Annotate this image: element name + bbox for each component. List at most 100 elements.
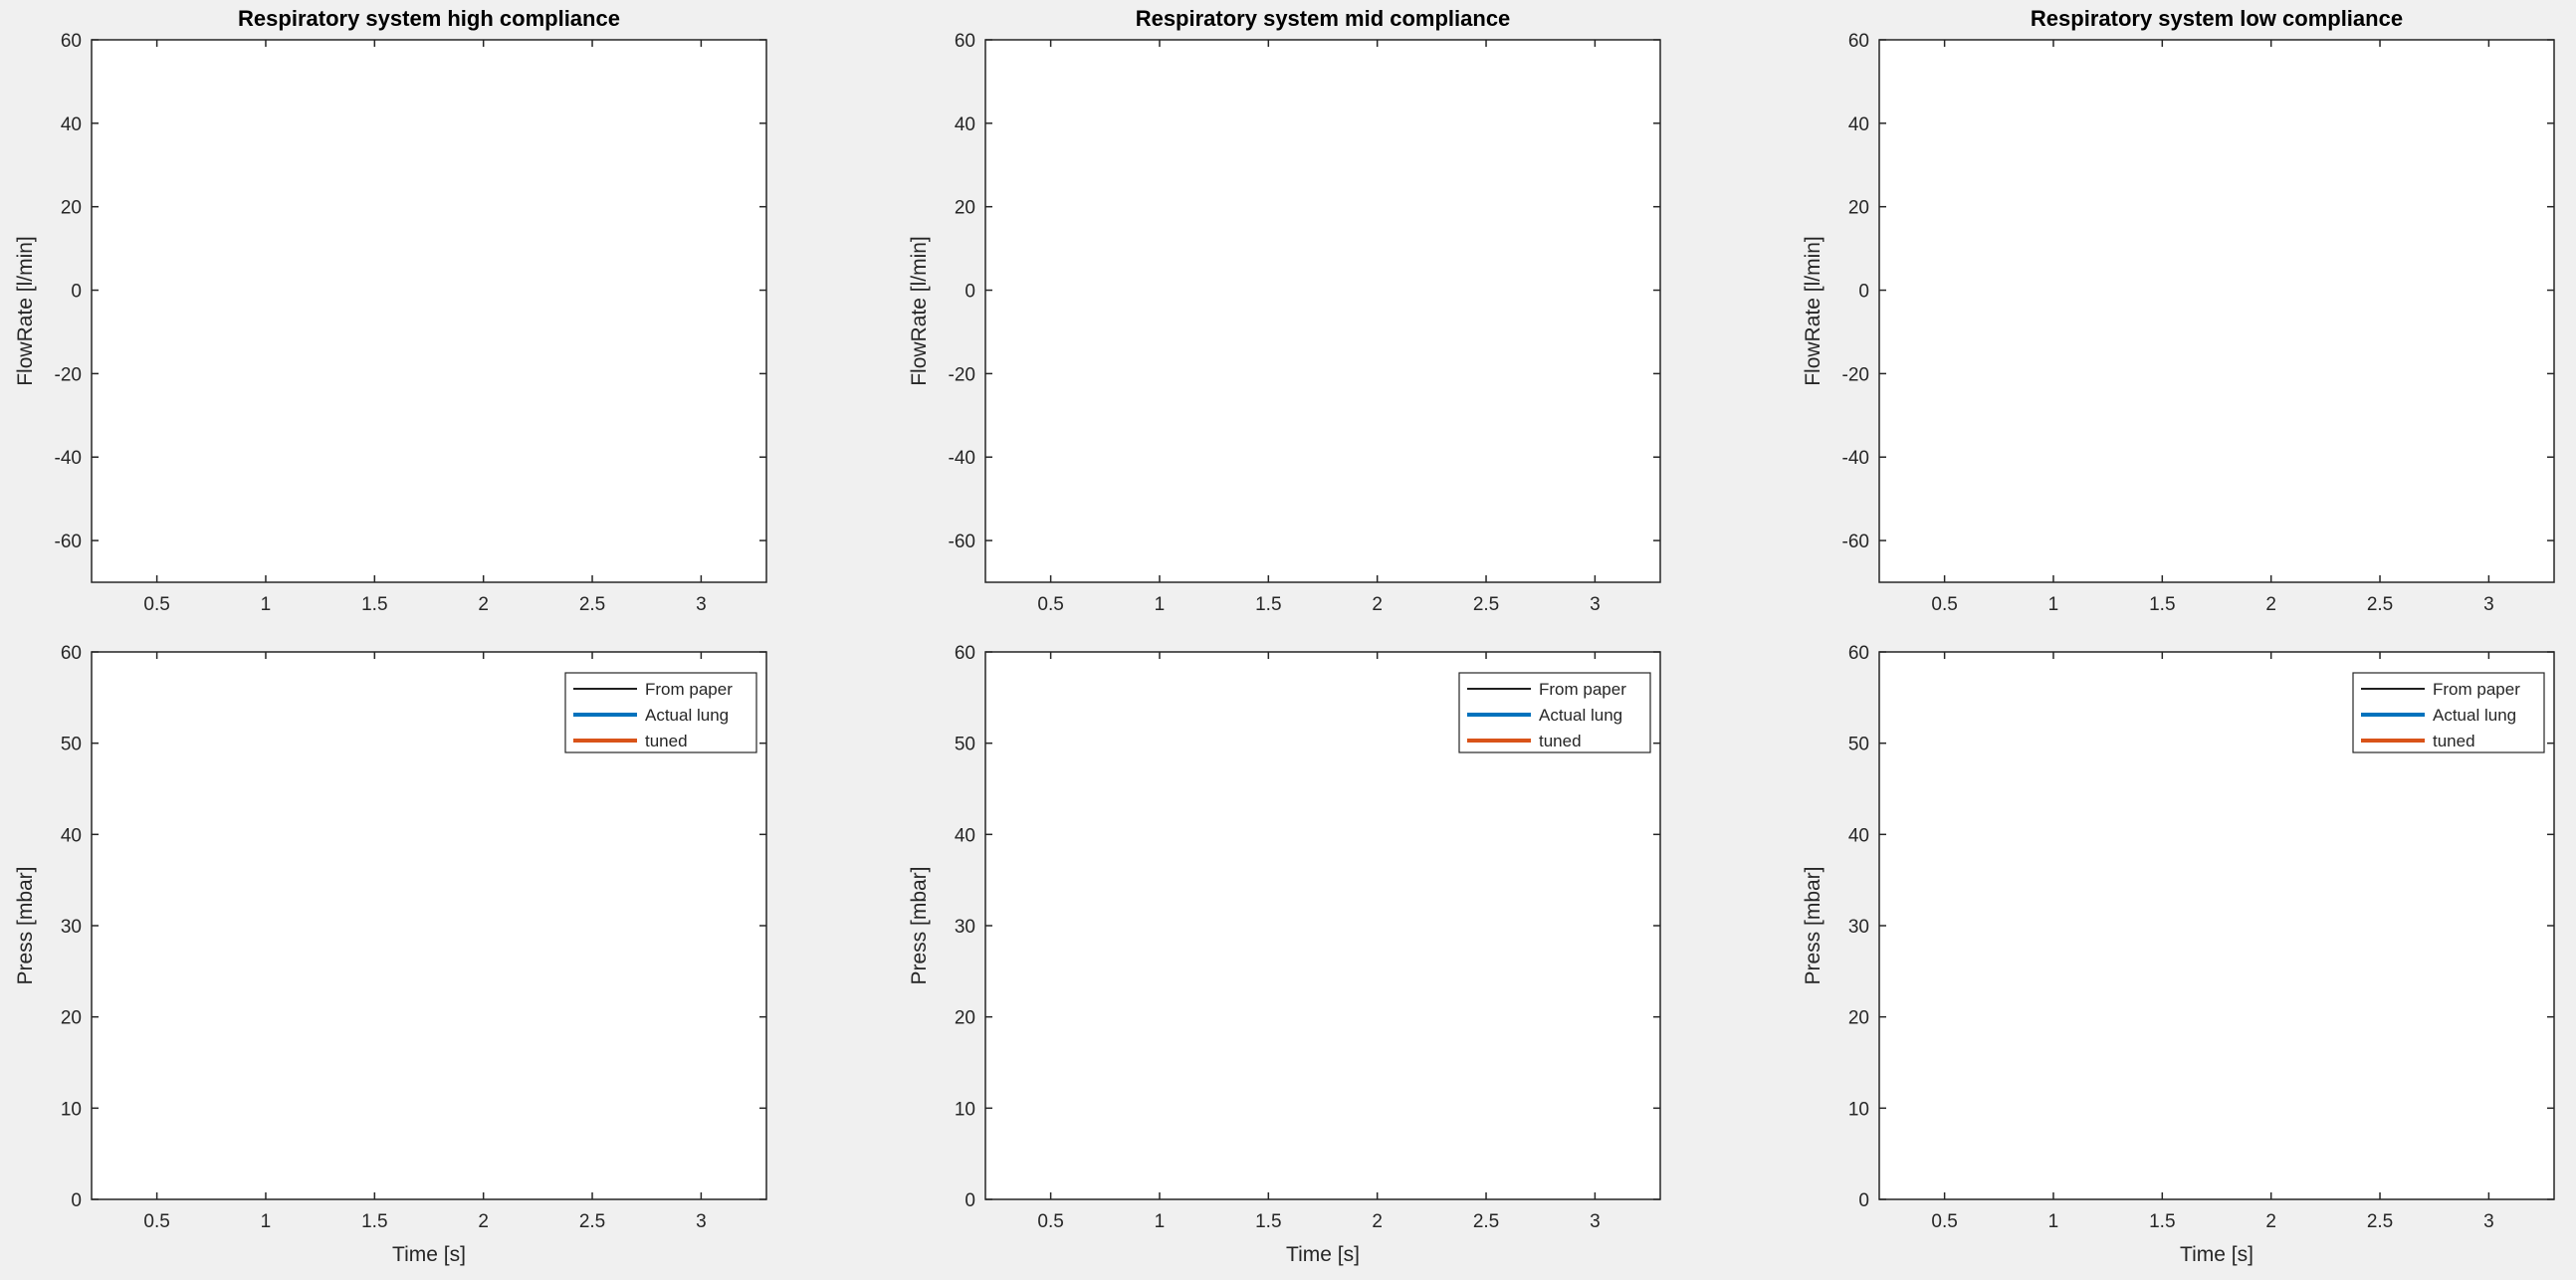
x-tick-label: 0.5 [1037,594,1063,615]
x-tick-label: 0.5 [1931,594,1957,615]
y-tick-label: 50 [955,735,975,755]
x-tick-label: 3 [2483,594,2494,615]
legend: From paper Actual lung tuned [2352,672,2545,753]
y-tick-label: 10 [955,1099,975,1120]
y-tick-label: -60 [1842,532,1869,552]
x-tick-label: 1 [1155,1211,1166,1232]
y-axis-label: Press [mbar] [1802,866,1825,984]
x-tick-label: 2.5 [579,1211,605,1232]
x-axis-label: Time [s] [1286,1243,1360,1266]
x-tick-label: 1.5 [2149,1211,2175,1232]
x-tick-label: 1 [261,594,272,615]
y-axis-label: Press [mbar] [14,866,37,984]
y-tick-label: 40 [955,114,975,135]
x-axis-label: Time [s] [2180,1243,2254,1266]
axes-frame [984,39,1661,583]
y-tick-label: 20 [61,198,82,219]
legend-label-tuned: tuned [645,732,688,750]
y-tick-label: 20 [955,198,975,219]
y-tick-label: 60 [1848,31,1869,52]
y-tick-label: 0 [965,282,975,303]
y-axis-label: Press [mbar] [908,866,931,984]
x-tick-label: 3 [1590,594,1601,615]
legend-label-tuned: tuned [2433,732,2475,750]
y-axis-label: FlowRate [l/min] [908,236,931,386]
y-tick-label: 0 [71,1190,82,1211]
y-tick-label: 20 [1848,198,1869,219]
y-tick-label: 20 [61,1008,82,1029]
x-tick-label: 1 [2048,594,2059,615]
legend-label-from-paper: From paper [645,680,733,699]
y-axis-label: FlowRate [l/min] [1802,236,1825,386]
x-tick-label: 0.5 [1037,1211,1063,1232]
x-tick-label: 2.5 [1473,594,1499,615]
x-tick-label: 0.5 [143,594,169,615]
y-tick-label: 40 [1848,825,1869,846]
legend: From paper Actual lung tuned [1458,672,1651,753]
x-tick-label: 3 [1590,1211,1601,1232]
plot-title: Respiratory system low compliance [2031,6,2403,31]
y-tick-label: -40 [949,448,975,469]
x-tick-label: 3 [696,594,707,615]
x-tick-label: 2 [1372,1211,1383,1232]
y-tick-label: 30 [61,917,82,938]
y-tick-label: -40 [55,448,82,469]
x-tick-label: 2 [478,594,489,615]
y-tick-label: -40 [1842,448,1869,469]
y-tick-label: 0 [1858,282,1869,303]
x-tick-label: 2 [478,1211,489,1232]
x-tick-label: 1.5 [361,1211,387,1232]
y-tick-label: 50 [1848,735,1869,755]
axes-frame [1878,39,2555,583]
plot-title: Respiratory system high compliance [238,6,620,31]
y-tick-label: -20 [949,364,975,385]
plot-title: Respiratory system mid compliance [1136,6,1511,31]
y-tick-label: 0 [1858,1190,1869,1211]
y-tick-label: 40 [61,825,82,846]
y-tick-label: 30 [955,917,975,938]
x-tick-label: 1.5 [1255,594,1281,615]
y-tick-label: 0 [71,282,82,303]
x-tick-label: 1 [1155,594,1166,615]
y-tick-label: 40 [955,825,975,846]
y-tick-label: 40 [1848,114,1869,135]
y-tick-label: 30 [1848,917,1869,938]
legend: From paper Actual lung tuned [564,672,757,753]
legend-label-actual-lung: Actual lung [2433,706,2516,725]
y-tick-label: 20 [1848,1008,1869,1029]
plot-1: 0.5 1 1.5 2 2.5 3 -60 -40 -20 0 20 40 60 Respiratory … [14,6,767,615]
y-tick-label: 60 [955,643,975,664]
x-tick-label: 2 [2265,594,2276,615]
x-tick-label: 2 [1372,594,1383,615]
x-tick-label: 0.5 [143,1211,169,1232]
y-axis-label: FlowRate [l/min] [14,236,37,386]
x-tick-label: 3 [696,1211,707,1232]
y-tick-label: -20 [1842,364,1869,385]
x-tick-label: 1.5 [361,594,387,615]
x-tick-label: 2.5 [2367,1211,2393,1232]
x-tick-label: 3 [2483,1211,2494,1232]
y-tick-label: 60 [1848,643,1869,664]
legend-label-from-paper: From paper [1539,680,1626,699]
y-tick-label: 20 [955,1008,975,1029]
y-tick-label: 50 [61,735,82,755]
x-tick-label: 1 [261,1211,272,1232]
y-tick-label: -20 [55,364,82,385]
x-tick-label: 1 [2048,1211,2059,1232]
x-tick-label: 0.5 [1931,1211,1957,1232]
legend-label-actual-lung: Actual lung [1539,706,1622,725]
x-tick-label: 2.5 [2367,594,2393,615]
axes-frame [91,39,767,583]
y-tick-label: 40 [61,114,82,135]
y-tick-label: 60 [61,643,82,664]
x-tick-label: 2 [2265,1211,2276,1232]
x-axis-label: Time [s] [392,1243,466,1266]
legend-label-actual-lung: Actual lung [645,706,729,725]
legend-label-tuned: tuned [1539,732,1582,750]
x-tick-label: 2.5 [1473,1211,1499,1232]
y-tick-label: 10 [61,1099,82,1120]
x-tick-label: 1.5 [1255,1211,1281,1232]
